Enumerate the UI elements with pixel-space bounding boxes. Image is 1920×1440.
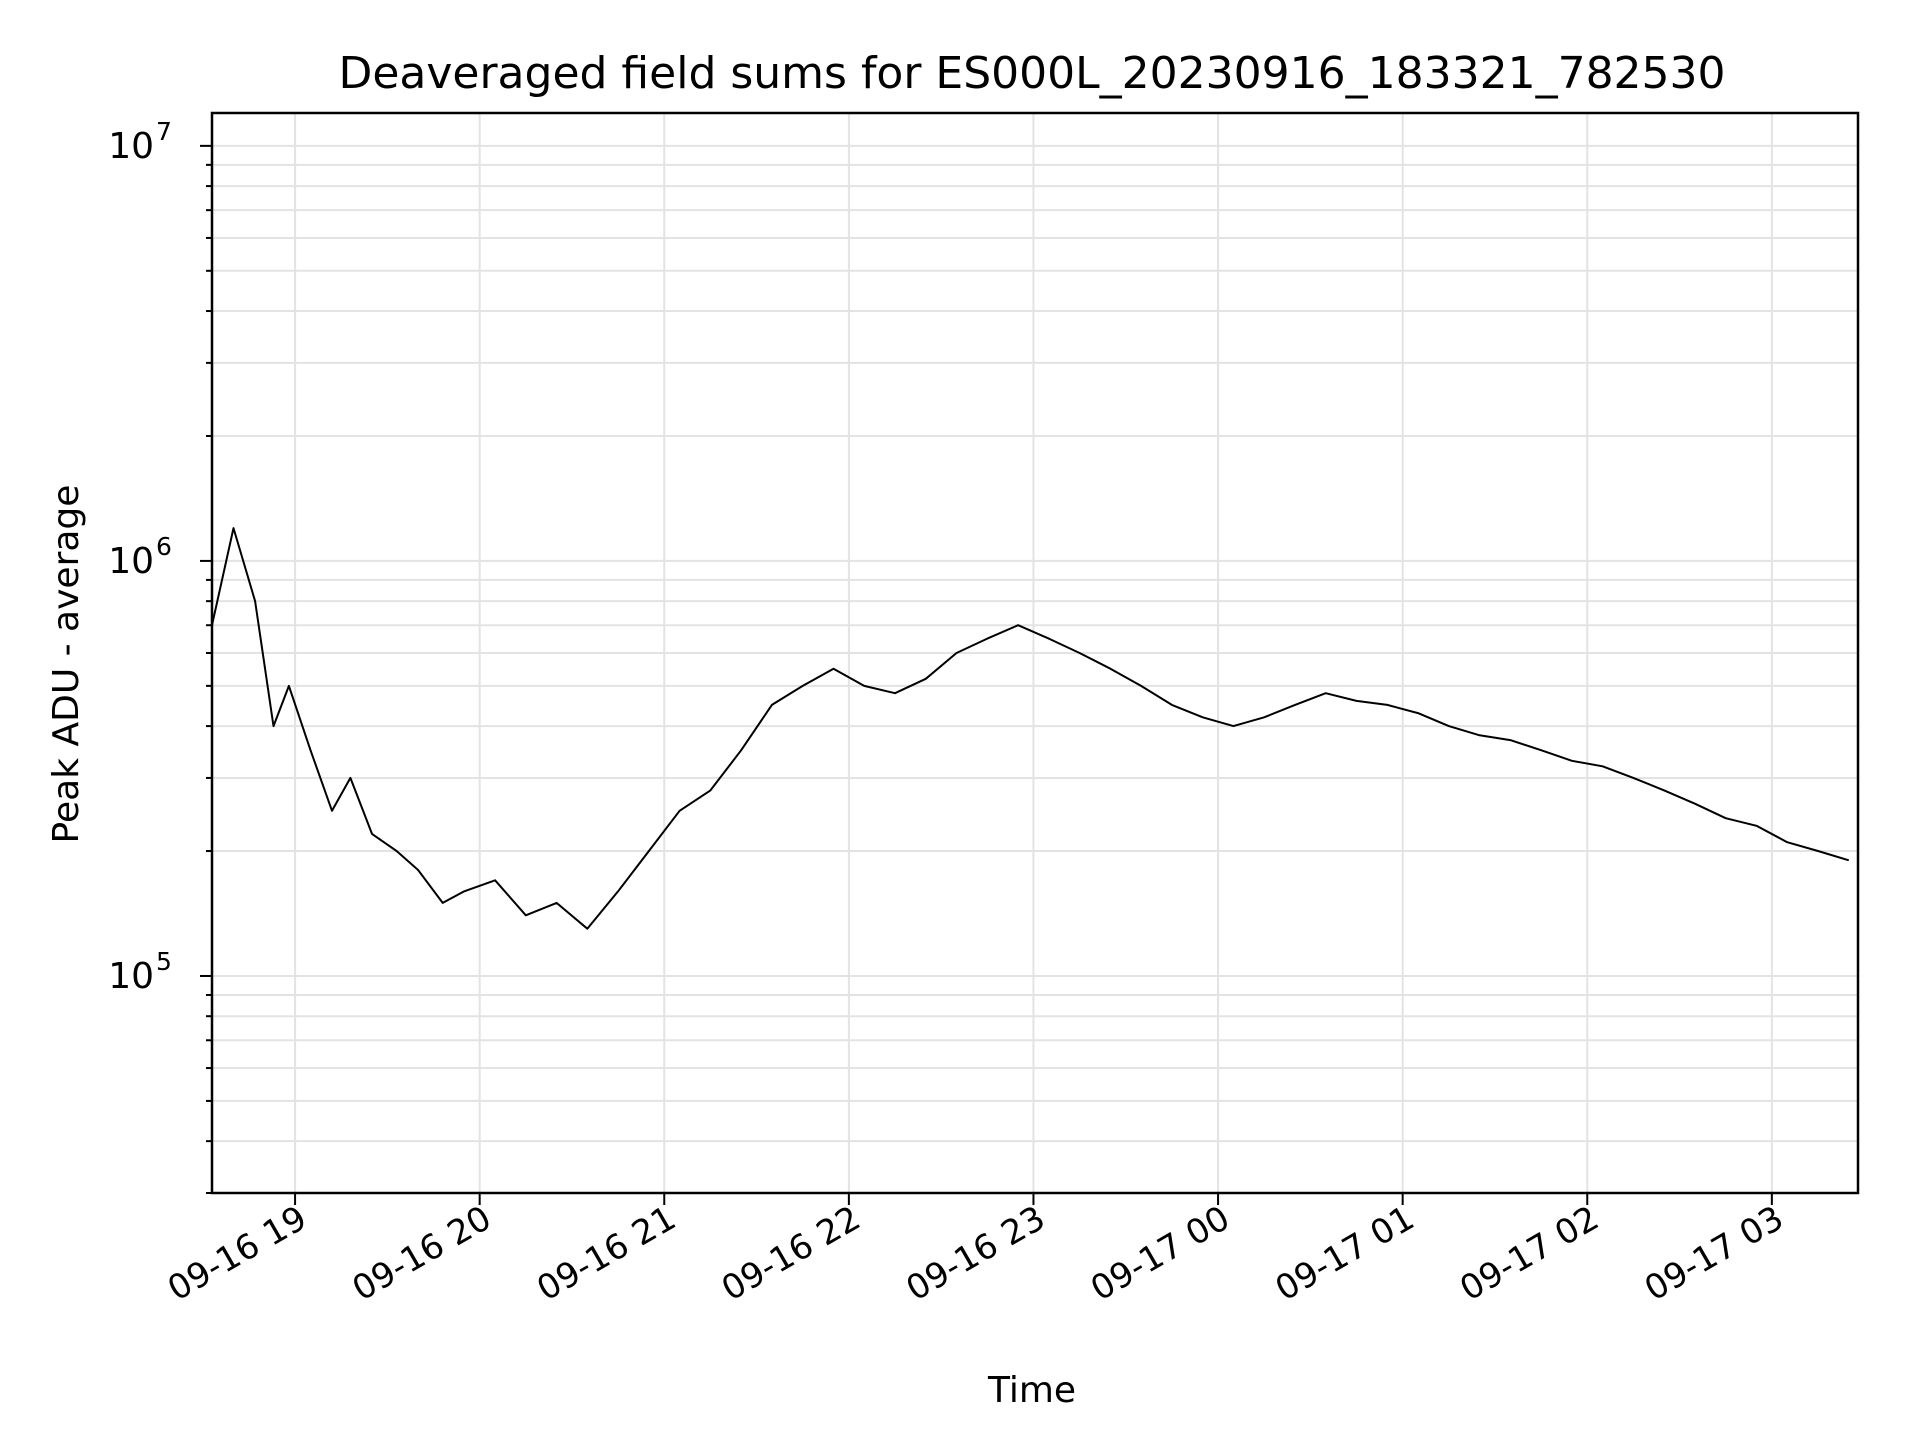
- y-axis-label: Peak ADU - average: [46, 485, 87, 844]
- y-tick-exponent: 7: [156, 117, 172, 146]
- y-tick-base: 10: [108, 126, 154, 167]
- y-tick-label: 10 7: [108, 117, 172, 167]
- chart-title: Deaveraged field sums for ES000L_2023091…: [338, 48, 1725, 99]
- series-layer: [211, 527, 1850, 930]
- grid: [212, 113, 1858, 1194]
- y-tick-exponent: 6: [156, 532, 172, 561]
- y-tick-label: 10 6: [108, 532, 172, 582]
- series-line: [211, 527, 1850, 930]
- y-tick-exponent: 5: [156, 947, 172, 976]
- y-tick-base: 10: [108, 541, 154, 582]
- y-tick-label: 10 5: [108, 947, 172, 997]
- y-tick-base: 10: [108, 956, 154, 997]
- x-axis-label: Time: [987, 1370, 1076, 1411]
